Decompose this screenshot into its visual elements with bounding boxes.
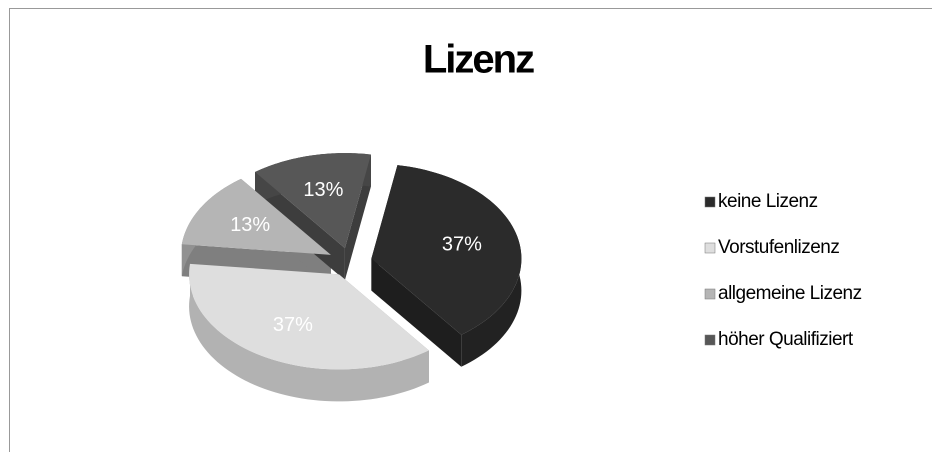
data-label: 13% (230, 214, 270, 236)
slice (371, 165, 522, 335)
chart-border (9, 8, 932, 452)
legend-label: höher Qualifiziert (718, 329, 854, 350)
chart-title: Lizenz (423, 38, 534, 82)
legend-swatch (704, 334, 716, 346)
data-label: 13% (303, 179, 343, 201)
legend-label: Vorstufenlizenz (718, 237, 839, 258)
slice (255, 153, 371, 249)
slice-side (344, 154, 371, 281)
legend-swatch (704, 242, 716, 254)
slice-side (371, 258, 462, 367)
slice (181, 178, 331, 255)
legend-swatch (704, 288, 716, 300)
legend-label: keine Lizenz (718, 191, 818, 212)
legend-swatch (704, 196, 716, 208)
legend-label: allgemeine Lizenz (718, 283, 862, 304)
slice (189, 263, 429, 370)
slice-side (189, 263, 429, 402)
data-label: 37% (442, 233, 482, 255)
slice-tops (181, 153, 522, 370)
data-label: 37% (273, 314, 313, 336)
